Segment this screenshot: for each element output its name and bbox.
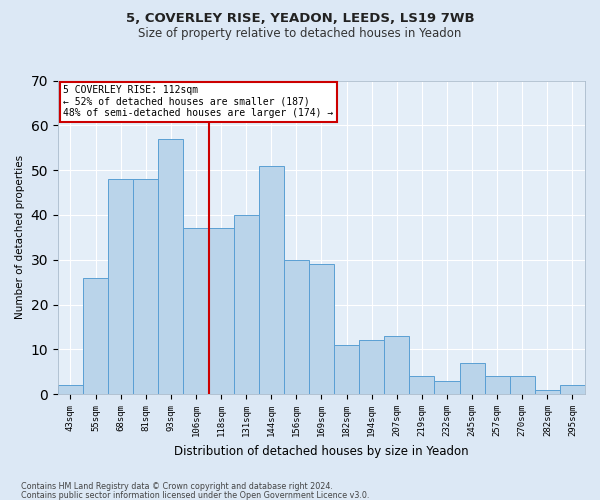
Bar [535,390,560,394]
Bar [83,278,108,394]
Bar [560,385,585,394]
Bar [209,228,233,394]
Bar [485,376,510,394]
Text: 5, COVERLEY RISE, YEADON, LEEDS, LS19 7WB: 5, COVERLEY RISE, YEADON, LEEDS, LS19 7W… [125,12,475,26]
Bar [409,376,434,394]
Text: Contains HM Land Registry data © Crown copyright and database right 2024.: Contains HM Land Registry data © Crown c… [21,482,333,491]
Text: Size of property relative to detached houses in Yeadon: Size of property relative to detached ho… [139,28,461,40]
X-axis label: Distribution of detached houses by size in Yeadon: Distribution of detached houses by size … [174,444,469,458]
Text: Contains public sector information licensed under the Open Government Licence v3: Contains public sector information licen… [21,490,370,500]
Bar [309,264,334,394]
Bar [434,381,460,394]
Bar [184,228,209,394]
Bar [133,179,158,394]
Bar [108,179,133,394]
Bar [510,376,535,394]
Bar [334,345,359,394]
Bar [259,166,284,394]
Bar [359,340,384,394]
Bar [460,363,485,394]
Y-axis label: Number of detached properties: Number of detached properties [15,156,25,320]
Bar [158,139,184,394]
Bar [58,385,83,394]
Bar [233,215,259,394]
Text: 5 COVERLEY RISE: 112sqm
← 52% of detached houses are smaller (187)
48% of semi-d: 5 COVERLEY RISE: 112sqm ← 52% of detache… [63,85,334,118]
Bar [384,336,409,394]
Bar [284,260,309,394]
